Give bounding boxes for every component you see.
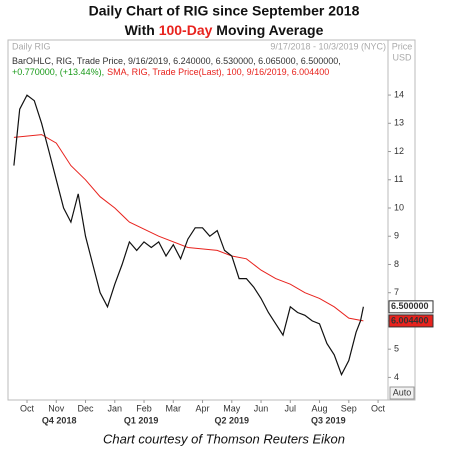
y-tick-label: 5 <box>394 344 399 354</box>
x-tick-label: Jan <box>108 403 123 413</box>
x-tick-label: Dec <box>78 403 95 413</box>
series-line <box>13 94 364 377</box>
y-tick-label: 11 <box>394 174 403 184</box>
y-tick-label: 4 <box>394 372 399 382</box>
x-tick-label: Apr <box>196 403 210 413</box>
legend-text: SMA, RIG, Trade Price(Last), 100, 9/16/2… <box>107 67 329 77</box>
x-tick-label: Oct <box>371 403 386 413</box>
y-tick-label: 13 <box>394 118 404 128</box>
y-tick-label: 7 <box>394 287 399 297</box>
y-tick-label: 10 <box>394 202 404 212</box>
x-tick-label: Oct <box>20 403 35 413</box>
chart-title: Daily Chart of RIG since September 2018 <box>89 3 360 19</box>
x-tick-label: Sep <box>341 403 357 413</box>
subtitle-part: With <box>125 22 159 38</box>
x-tick-label: Mar <box>166 403 182 413</box>
legend-entry: BarOHLC, RIG, Trade Price, 9/16/2019, 6.… <box>12 56 341 66</box>
chart-subtitle: With 100-Day Moving Average <box>125 22 324 38</box>
y-tick-label: 12 <box>394 146 404 156</box>
series-line <box>13 134 364 322</box>
y-axis-label: Price <box>392 41 413 51</box>
quarter-label: Q4 2018 <box>42 415 77 425</box>
quarter-label: Q2 2019 <box>215 415 250 425</box>
legend-text: BarOHLC, RIG, Trade Price, 9/16/2019, 6.… <box>12 56 341 66</box>
last-value-label: 6.004400 <box>391 315 429 325</box>
auto-button[interactable] <box>389 386 415 400</box>
plot-frame <box>7 39 416 401</box>
quarter-label: Q3 2019 <box>311 415 346 425</box>
y-tick-label: 9 <box>394 231 399 241</box>
subtitle-part: 100-Day <box>159 22 213 38</box>
legend-entry: +0.770000, (+13.44%), SMA, RIG, Trade Pri… <box>12 67 329 77</box>
last-value-label: 6.500000 <box>391 301 429 311</box>
footer: Chart courtesy of Thomson Reuters Eikon <box>103 431 345 446</box>
x-tick-label: Feb <box>136 403 152 413</box>
x-tick-label: Jun <box>254 403 269 413</box>
legend-change: +0.770000, (+13.44%), <box>12 67 104 77</box>
y-tick-label: 14 <box>394 89 404 99</box>
x-tick-label: Jul <box>285 403 297 413</box>
last-value-box <box>388 300 434 314</box>
subtitle-part: Moving Average <box>212 22 323 38</box>
y-axis-label: USD <box>392 52 412 62</box>
header-right: 9/17/2018 - 10/3/2019 (NYC) <box>270 41 386 51</box>
quarter-label: Q1 2019 <box>124 415 159 425</box>
last-value-box <box>388 314 434 328</box>
header-left: Daily RIG <box>12 41 51 51</box>
x-tick-label: Aug <box>312 403 328 413</box>
x-tick-label: Nov <box>48 403 65 413</box>
auto-label[interactable]: Auto <box>393 387 412 397</box>
x-tick-label: May <box>223 403 241 413</box>
y-tick-label: 8 <box>394 259 399 269</box>
